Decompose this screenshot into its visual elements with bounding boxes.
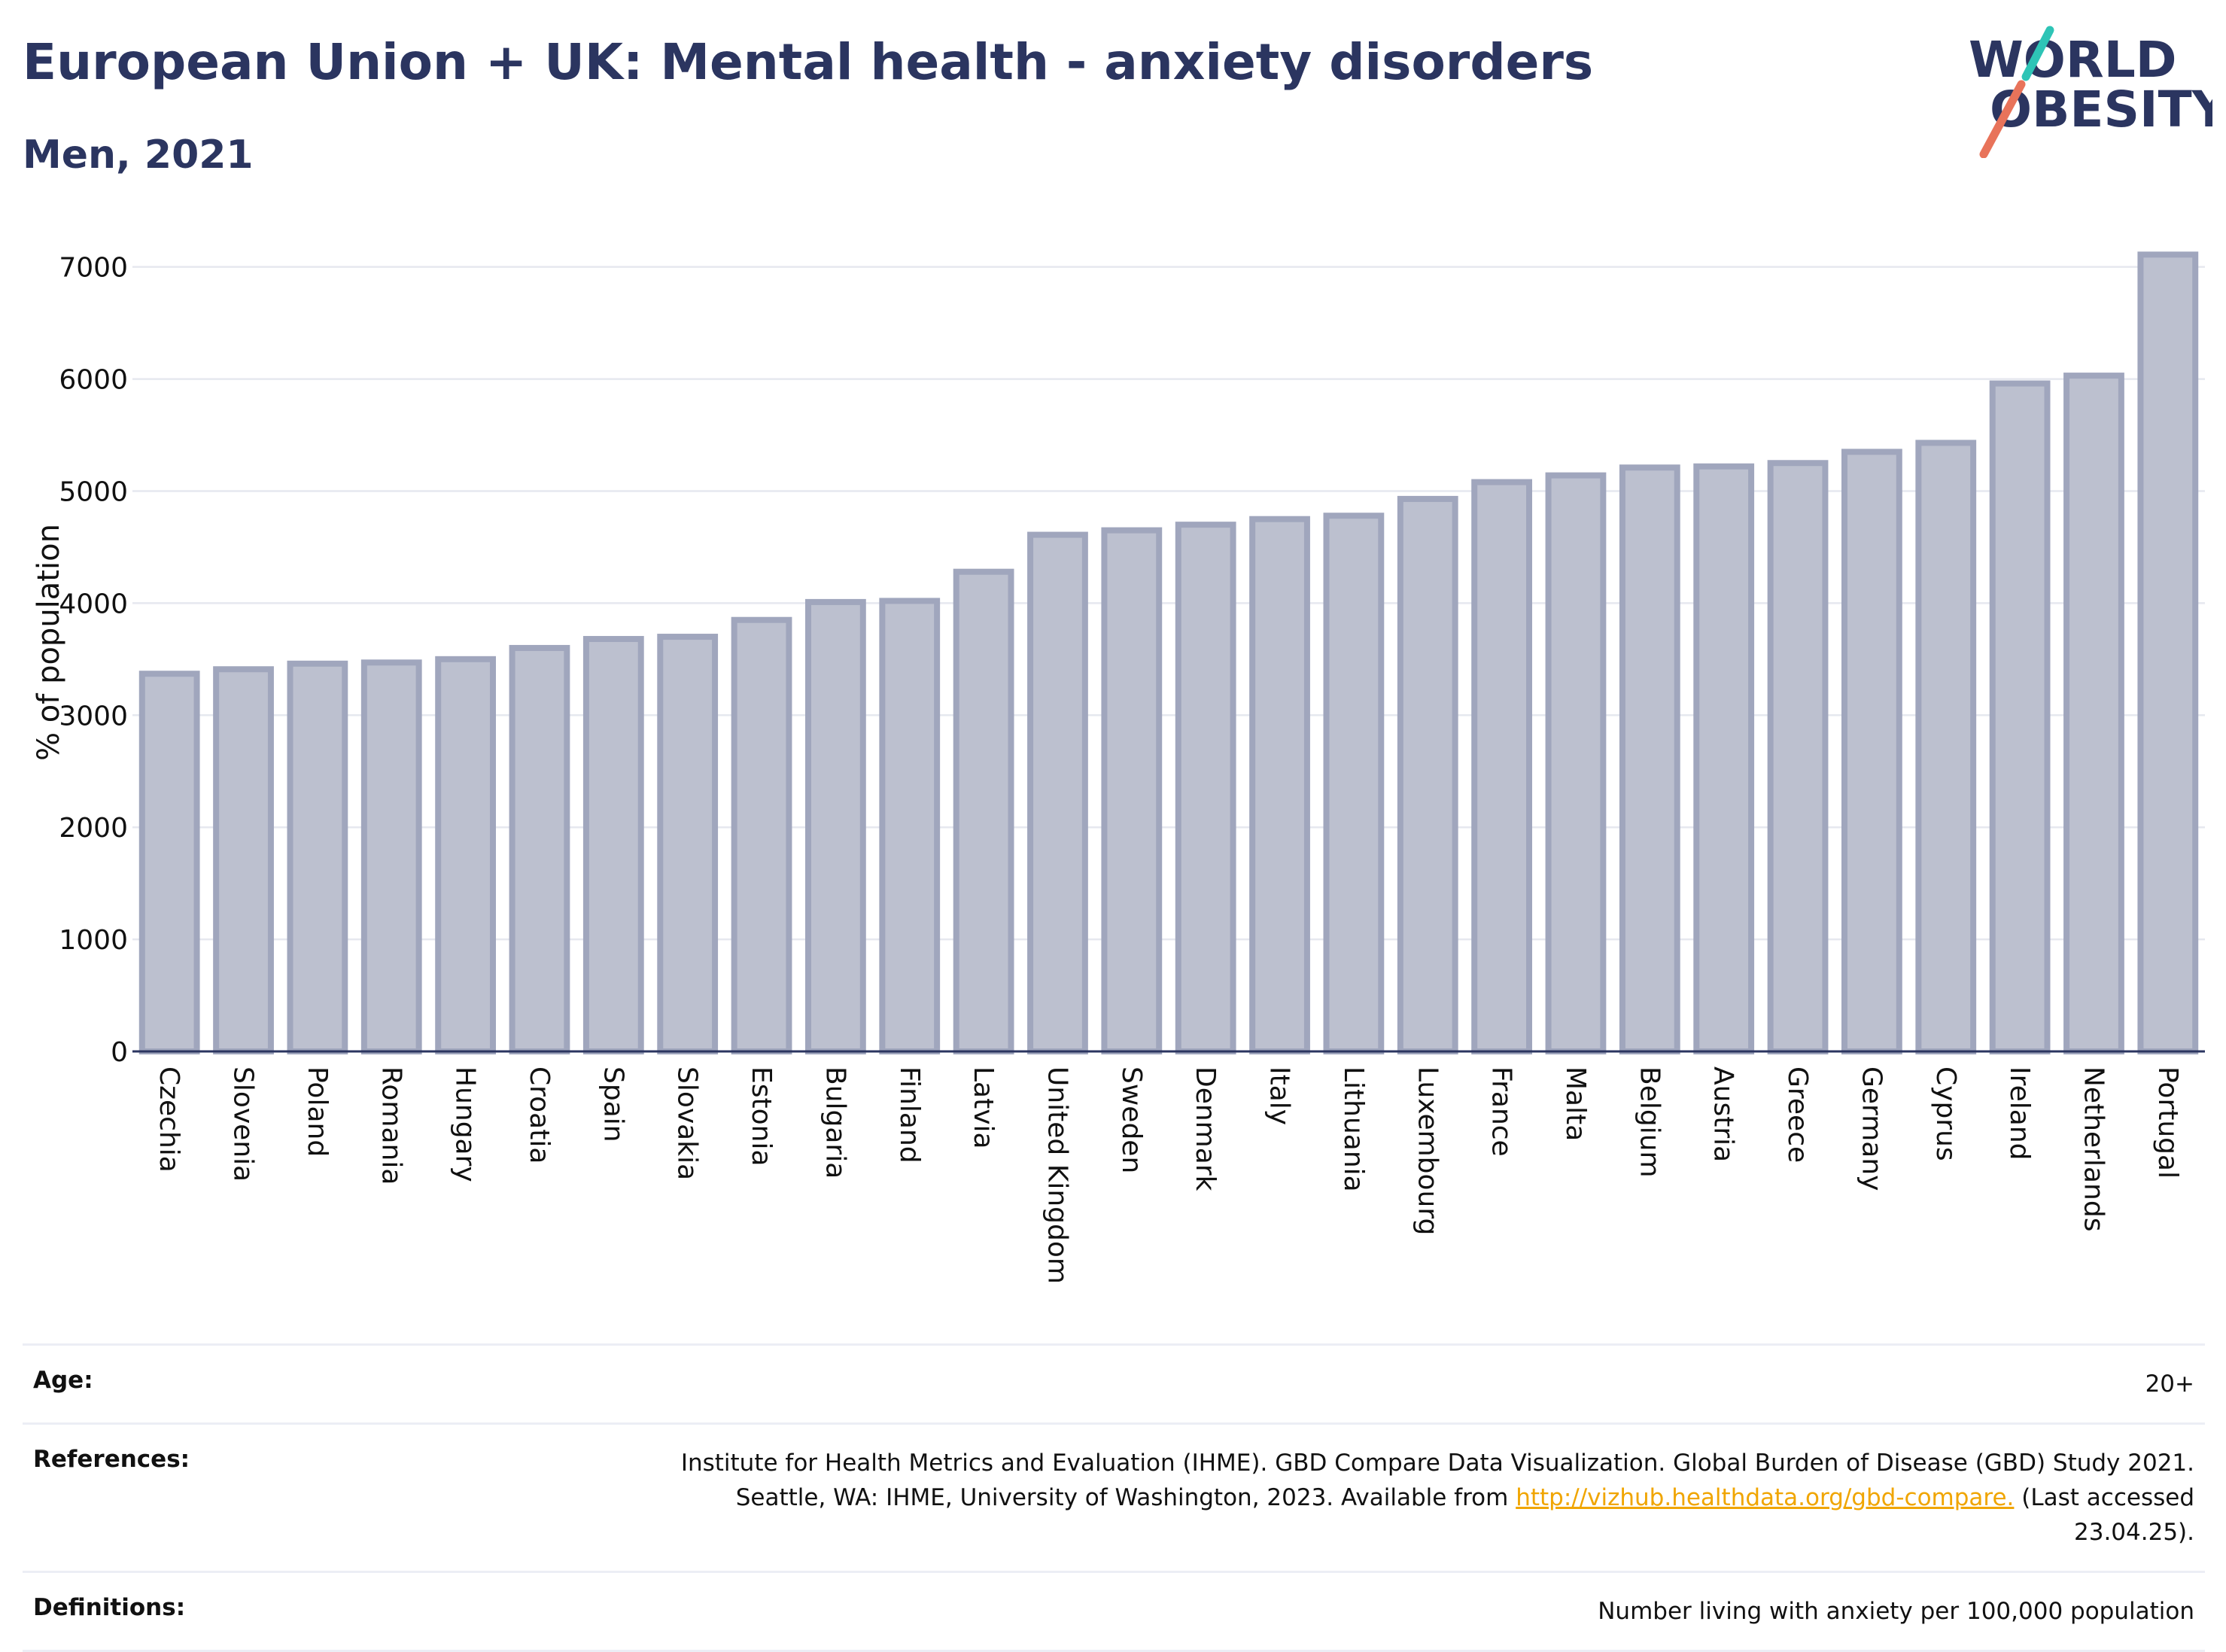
bar-luxembourg xyxy=(1397,495,1458,1055)
bar-chart: 0 1000 2000 3000 4000 5000 6000 7000 Czechia Slo… xyxy=(32,251,2205,1284)
bar-latvia xyxy=(953,568,1014,1054)
definitions-label: Definitions: xyxy=(33,1594,186,1621)
bar-slovenia xyxy=(213,666,274,1054)
bar-portugal xyxy=(2137,251,2199,1055)
bar-croatia xyxy=(509,644,570,1054)
y-tick-label: 2000 xyxy=(59,813,128,844)
x-tick-label: Lithuania xyxy=(1338,1066,1369,1192)
age-value: 20+ xyxy=(2145,1371,2194,1398)
bar-malta xyxy=(1545,472,1607,1054)
logo-text-world: WORLD xyxy=(1969,31,2177,89)
y-tick-labels: 0 1000 2000 3000 4000 5000 6000 7000 xyxy=(59,253,128,1068)
y-tick-label: 3000 xyxy=(59,701,128,732)
chart-title: European Union + UK: Mental health - anx… xyxy=(23,33,1594,91)
bar-poland xyxy=(287,660,348,1054)
x-tick-label: Luxembourg xyxy=(1412,1066,1443,1235)
x-tick-label: Denmark xyxy=(1190,1066,1221,1191)
bar-germany xyxy=(1841,449,1902,1054)
bar-slovakia xyxy=(657,634,719,1054)
x-tick-label: Ireland xyxy=(2004,1066,2035,1161)
bar-spain xyxy=(582,636,644,1054)
age-label: Age: xyxy=(33,1367,93,1394)
bar-lithuania xyxy=(1323,513,1385,1054)
references-value: Institute for Health Metrics and Evaluat… xyxy=(681,1446,2194,1550)
references-text-2: Seattle, WA: IHME, University of Washing… xyxy=(735,1484,1509,1511)
y-tick-label: 4000 xyxy=(59,589,128,619)
chart-subtitle: Men, 2021 xyxy=(23,132,254,178)
x-tick-label: Malta xyxy=(1560,1066,1591,1141)
x-tick-labels: Czechia Slovenia Poland Romania Hungary Croat… xyxy=(154,1066,2183,1284)
x-tick-label: Greece xyxy=(1782,1066,1813,1163)
bar-ireland xyxy=(1989,380,2051,1055)
info-row-definitions: Definitions: Number living with anxiety … xyxy=(23,1571,2205,1652)
x-tick-label: France xyxy=(1486,1066,1517,1157)
bar-italy xyxy=(1249,516,1310,1054)
world-obesity-logo: WORLD OBESITY xyxy=(1969,26,2212,158)
x-tick-label: United Kingdom xyxy=(1042,1066,1072,1284)
references-text-1: Institute for Health Metrics and Evaluat… xyxy=(680,1450,2194,1477)
bar-greece xyxy=(1767,460,1829,1054)
x-tick-label: Spain xyxy=(598,1066,628,1142)
y-tick-label: 6000 xyxy=(59,365,128,396)
references-link[interactable]: http://vizhub.healthdata.org/gbd-compare… xyxy=(1516,1484,2015,1511)
x-tick-label: Finland xyxy=(894,1066,925,1164)
x-tick-label: Hungary xyxy=(450,1066,481,1182)
x-tick-label: Italy xyxy=(1264,1066,1295,1125)
bars xyxy=(138,251,2199,1055)
bar-denmark xyxy=(1175,522,1236,1054)
x-tick-label: Croatia xyxy=(524,1066,555,1164)
bar-belgium xyxy=(1619,464,1680,1054)
references-text-4: 23.04.25). xyxy=(2074,1519,2194,1546)
y-tick-label: 0 xyxy=(111,1037,128,1068)
y-tick-label: 5000 xyxy=(59,476,128,507)
bar-finland xyxy=(879,598,941,1054)
x-tick-label: Poland xyxy=(302,1066,333,1157)
bar-netherlands xyxy=(2063,373,2124,1054)
logo-text-obesity: OBESITY xyxy=(1990,81,2212,138)
bar-hungary xyxy=(435,656,496,1054)
bar-romania xyxy=(360,659,422,1054)
bar-bulgaria xyxy=(805,598,866,1054)
info-row-age: Age: 20+ xyxy=(23,1343,2205,1422)
bar-cyprus xyxy=(1915,440,1977,1054)
x-tick-label: Netherlands xyxy=(2078,1066,2109,1231)
x-tick-label: Estonia xyxy=(746,1066,777,1167)
info-row-references: References: Institute for Health Metrics… xyxy=(23,1422,2205,1571)
bar-united-kingdom xyxy=(1027,531,1088,1054)
y-tick-label: 1000 xyxy=(59,925,128,956)
x-tick-label: Austria xyxy=(1708,1066,1739,1162)
bar-sweden xyxy=(1101,527,1163,1054)
bar-estonia xyxy=(731,616,792,1054)
bar-czechia xyxy=(138,671,200,1055)
info-table: Age: 20+ References: Institute for Healt… xyxy=(23,1343,2205,1652)
x-tick-label: Latvia xyxy=(968,1066,999,1149)
x-tick-label: Germany xyxy=(1856,1066,1887,1191)
references-label: References: xyxy=(33,1446,190,1473)
logo-slash-red xyxy=(1979,80,2026,158)
logo-slash-teal xyxy=(2021,26,2054,81)
x-tick-label: Portugal xyxy=(2152,1066,2183,1179)
definitions-value: Number living with anxiety per 100,000 p… xyxy=(1598,1598,2194,1625)
bar-austria xyxy=(1693,463,1755,1055)
x-tick-label: Sweden xyxy=(1116,1066,1147,1173)
y-tick-label: 7000 xyxy=(59,253,128,284)
x-tick-label: Romania xyxy=(376,1066,406,1185)
y-axis-label: % of population xyxy=(32,524,66,761)
x-tick-label: Czechia xyxy=(154,1066,184,1173)
x-tick-label: Slovenia xyxy=(228,1066,259,1182)
x-tick-label: Slovakia xyxy=(672,1066,703,1180)
references-text-3: (Last accessed xyxy=(2021,1484,2194,1511)
x-tick-label: Bulgaria xyxy=(820,1066,850,1179)
x-tick-label: Belgium xyxy=(1634,1066,1665,1178)
bar-france xyxy=(1471,479,1532,1054)
x-tick-label: Cyprus xyxy=(1930,1066,1961,1161)
